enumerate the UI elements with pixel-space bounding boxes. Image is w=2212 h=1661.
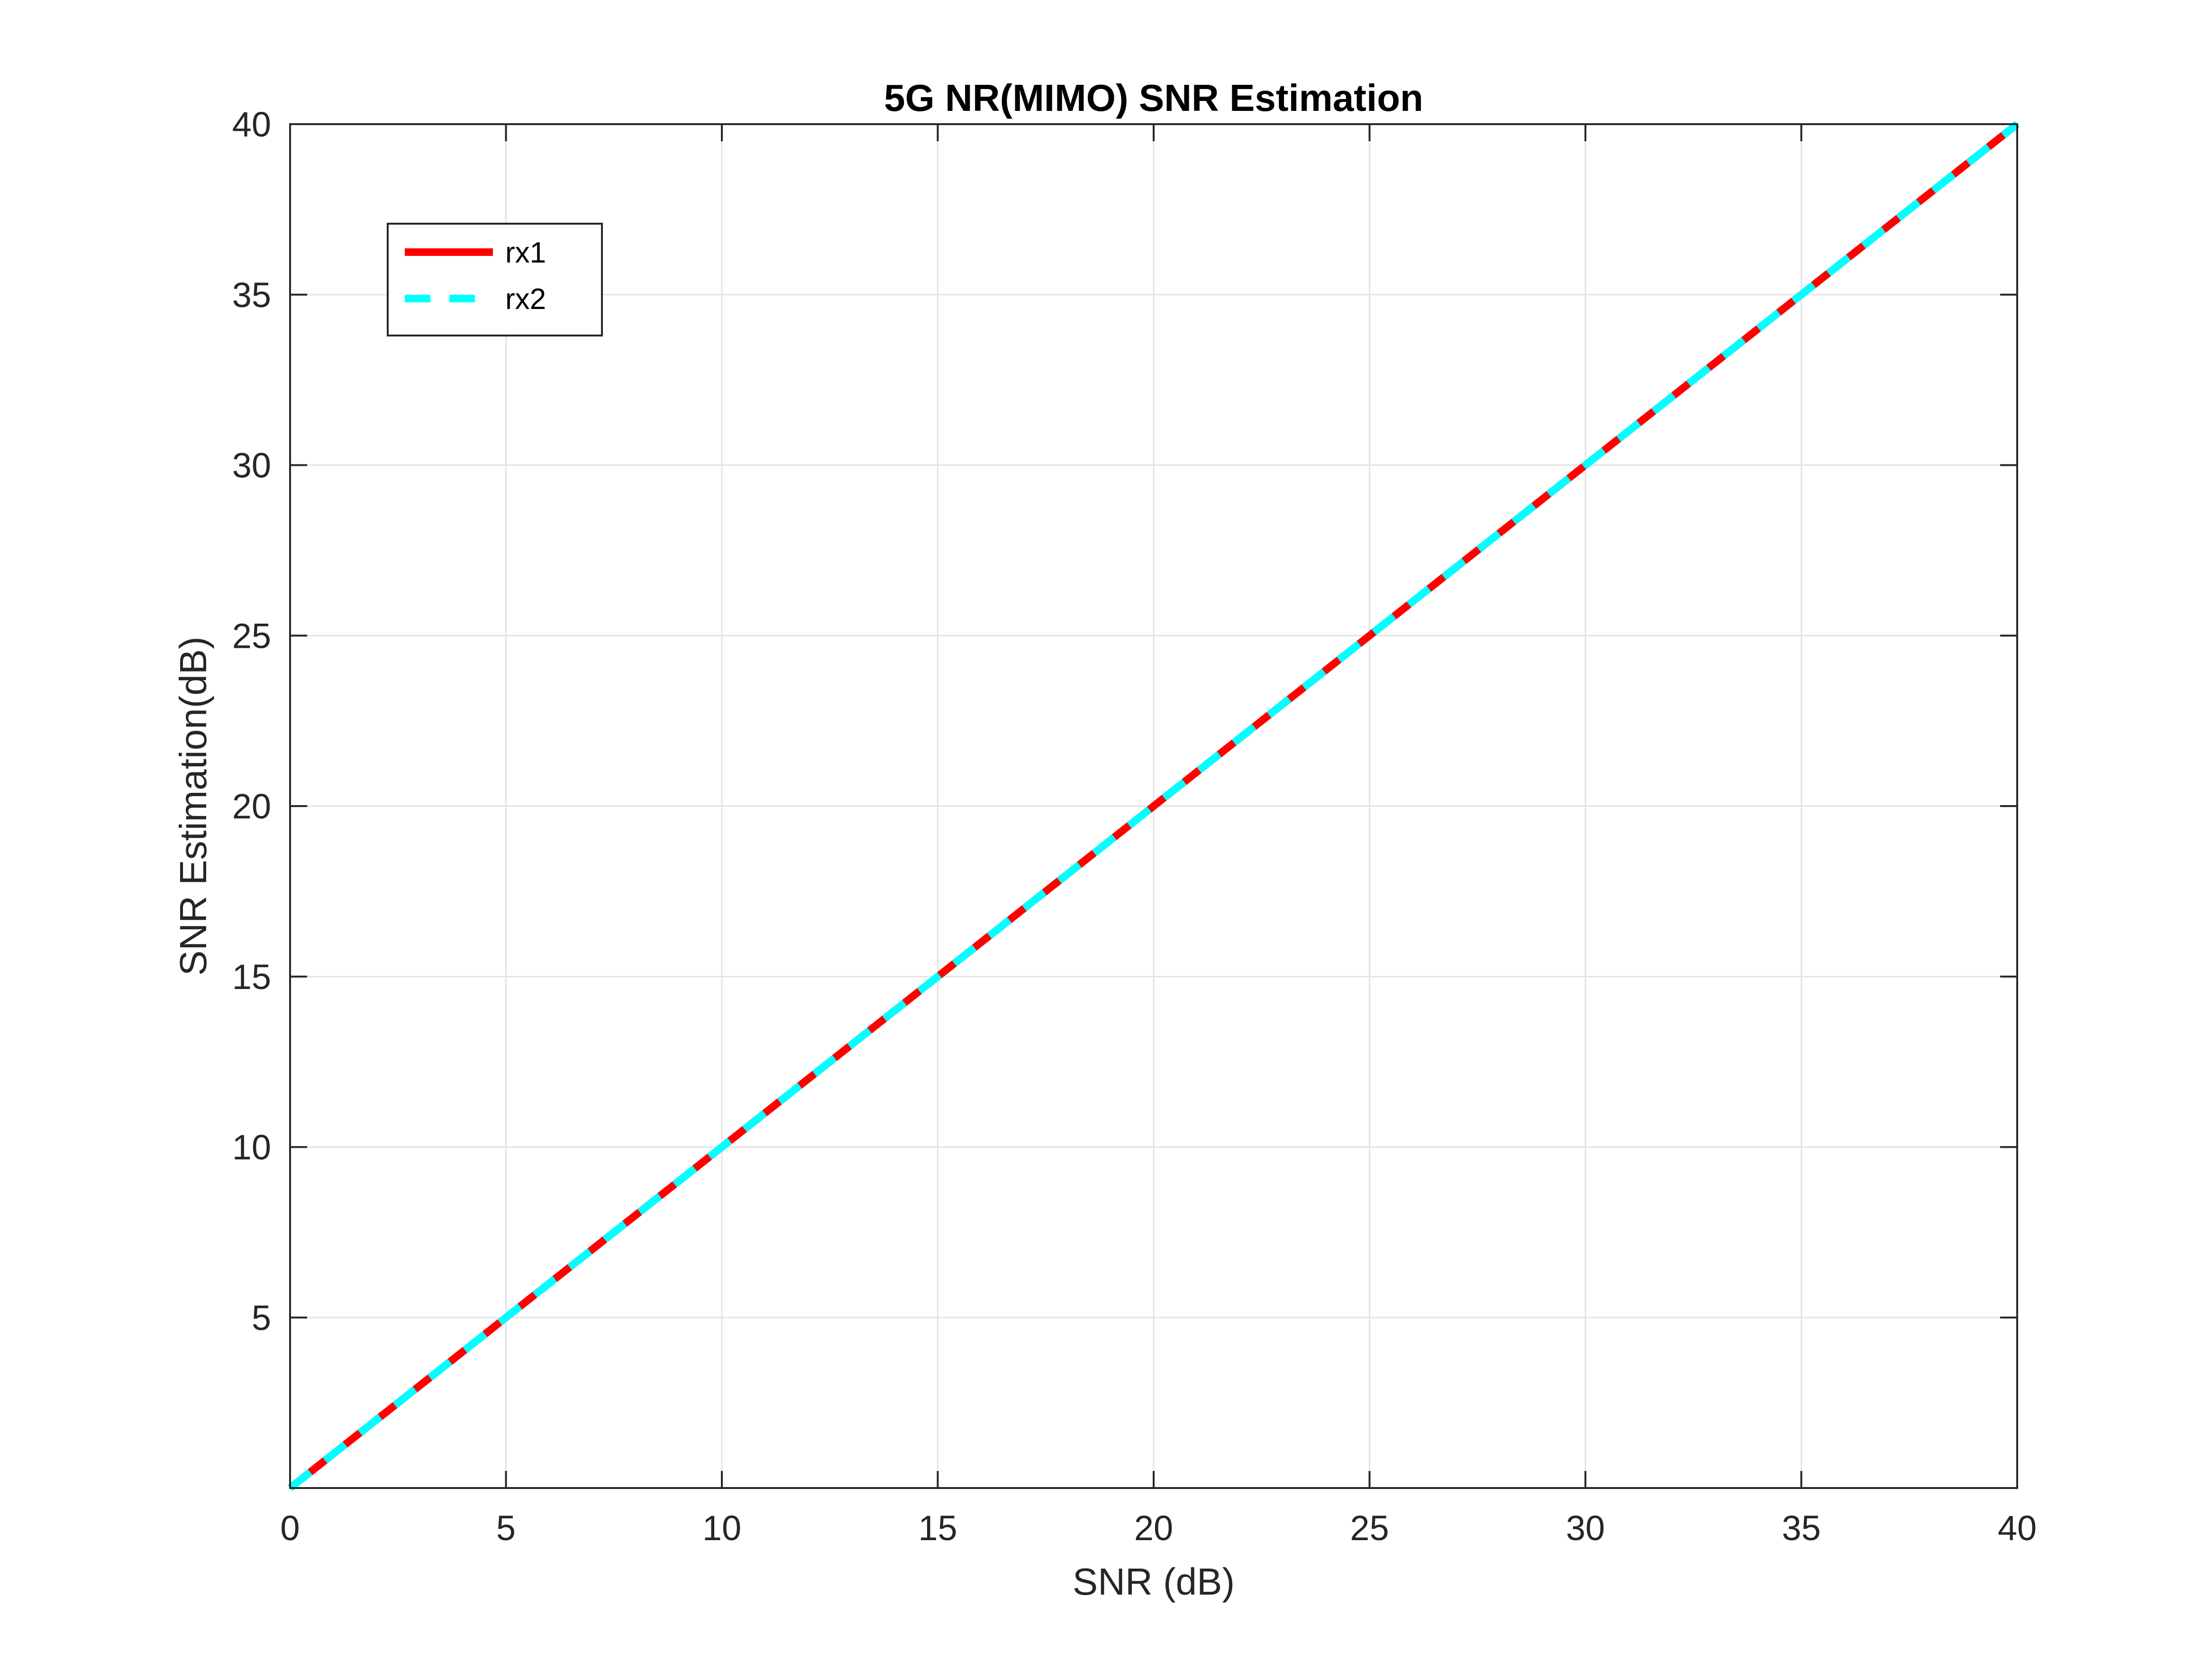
x-axis-label: SNR (dB) [1073, 1561, 1235, 1603]
y-tick-label: 40 [232, 105, 271, 144]
x-tick-label: 40 [1998, 1508, 2037, 1548]
y-tick-label: 15 [232, 957, 271, 997]
x-tick-label: 15 [918, 1508, 957, 1548]
x-tick-label: 10 [702, 1508, 741, 1548]
x-tick-label: 5 [496, 1508, 516, 1548]
x-tick-label: 20 [1134, 1508, 1173, 1548]
y-tick-label: 10 [232, 1128, 271, 1167]
ticks: 0 5 10 15 20 25 30 35 40 5 10 15 20 25 30 35 40 [232, 105, 2037, 1548]
y-tick-label: 35 [232, 275, 271, 315]
y-tick-label: 20 [232, 787, 271, 826]
y-tick-label: 25 [232, 616, 271, 655]
x-tick-label: 25 [1350, 1508, 1389, 1548]
y-tick-label: 30 [232, 446, 271, 485]
x-tick-label: 30 [1566, 1508, 1605, 1548]
x-tick-label: 35 [1782, 1508, 1821, 1548]
legend-label-2: rx2 [505, 283, 546, 316]
x-tick-label: 0 [280, 1508, 300, 1548]
y-axis-label: SNR Estimation(dB) [172, 636, 214, 976]
y-tick-label: 5 [252, 1298, 271, 1337]
series-line-2 [288, 121, 2020, 1491]
chart-title: 5G NR(MIMO) SNR Estimation [884, 77, 1423, 119]
legend-label-1: rx1 [505, 236, 546, 269]
legend-box [387, 223, 603, 336]
series-lines [288, 121, 2020, 1491]
